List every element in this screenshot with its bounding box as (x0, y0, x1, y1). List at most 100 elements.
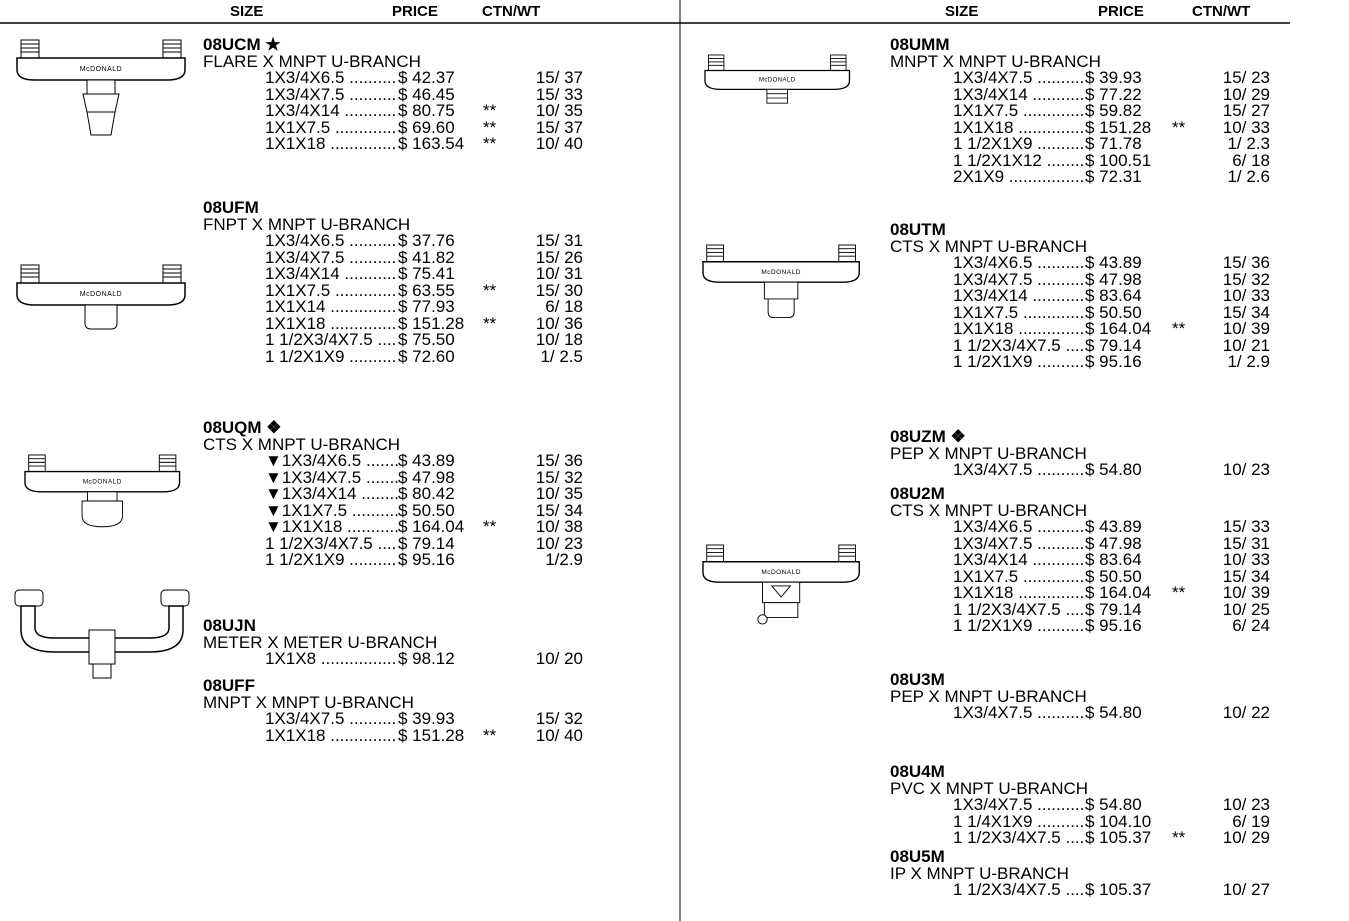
note-spacer (483, 250, 511, 267)
size: 1X3/4X14 (953, 87, 1085, 104)
price: $ 72.60 (398, 346, 455, 366)
product-code: 08U3M (890, 670, 945, 689)
note: ** (483, 134, 497, 153)
carton-weight: 10/ 23 (535, 533, 583, 553)
product-description: CTS X MNPT U-BRANCH (890, 236, 1088, 256)
price: $ 151.28 (1085, 117, 1152, 137)
product-description: PEP X MNPT U-BRANCH (890, 443, 1087, 463)
carton-weight: 10/ 36 (535, 313, 583, 333)
product-description: CTS X MNPT U-BRANCH (203, 434, 401, 454)
carton-weight: 10/ 39 (1222, 583, 1270, 602)
price-row: ▼1X1X7.5$ 50.50 15/ 34 (203, 500, 583, 520)
price-row: 1X1X18$ 151.28 ** 10/ 40 (203, 725, 583, 745)
price-row: 1X3/4X6.5$ 42.37 15/ 37 (203, 68, 583, 87)
carton-weight: 1/2.9 (545, 550, 583, 569)
price-row: 1X1X18$ 163.54 ** 10/ 40 (203, 134, 583, 153)
price: $ 47.98 (398, 467, 455, 487)
carton-weight: 6/ 18 (545, 297, 583, 316)
size: 1X3/4X7.5 (265, 250, 398, 267)
size: 1X3/4X6.5 (265, 70, 398, 87)
carton-weight: 10/ 35 (535, 484, 583, 503)
size: 1 1/2X3/4X7.5 (953, 602, 1085, 619)
size: 1 1/4X1X9 (953, 814, 1085, 831)
carton-weight: 10/ 40 (535, 134, 583, 153)
product-image: McDONALD (16, 39, 186, 136)
size: 1X3/4X14 (953, 288, 1085, 305)
carton-weight: 10/ 40 (535, 725, 583, 745)
price-row: 1 1/2X3/4X7.5$ 79.14 10/ 23 (203, 533, 583, 553)
brand-label: McDONALD (80, 291, 123, 298)
price-row: 1 1/2X1X9$ 95.16 6/ 24 (890, 616, 1270, 635)
note: ** (483, 725, 497, 745)
price: $ 95.16 (1085, 616, 1142, 635)
size: 1 1/2X1X12 (953, 153, 1085, 170)
size: 1X3/4X7.5 (953, 70, 1085, 87)
price: $ 79.14 (1085, 599, 1142, 619)
size: 1 1/2X1X9 (953, 354, 1085, 371)
note-spacer (1172, 602, 1200, 619)
price: $ 43.89 (1085, 517, 1142, 536)
product-description: PVC X MNPT U-BRANCH (890, 778, 1089, 798)
price-row: ▼1X1X18$ 164.04 ** 10/ 38 (203, 517, 583, 536)
price: $ 46.45 (398, 84, 455, 104)
price-row: 1 1/2X3/4X7.5$ 79.14 10/ 21 (890, 337, 1270, 355)
price: $ 50.50 (1085, 566, 1142, 586)
price-row: 1X3/4X14$ 83.64 10/ 33 (890, 286, 1270, 305)
column-header: SIZE (230, 3, 264, 20)
product-image: McDONALD (704, 54, 851, 104)
product-code: 08UFM (203, 198, 259, 217)
carton-weight: 10/ 33 (1222, 286, 1270, 305)
size: 1 1/2X1X9 (953, 136, 1085, 153)
carton-weight: 15/ 34 (535, 500, 583, 520)
note-spacer (1172, 272, 1200, 289)
size: 1X1X7.5 (953, 305, 1085, 322)
note-spacer (1172, 87, 1200, 104)
product-code: 08UQM ❖ (203, 418, 282, 437)
carton-weight: 15/ 30 (535, 280, 583, 300)
price: $ 95.16 (1085, 352, 1142, 371)
size: 1X3/4X7.5 (953, 536, 1085, 553)
carton-weight: 10/ 18 (535, 330, 583, 349)
carton-weight: 1/ 2.6 (1227, 167, 1270, 186)
carton-weight: 15/ 36 (1222, 253, 1270, 272)
carton-weight: 15/ 31 (1222, 533, 1270, 553)
price: $ 100.51 (1085, 150, 1152, 170)
price: $ 164.04 (1085, 319, 1152, 338)
size: 1X1X7.5 (953, 569, 1085, 586)
price-row: 1 1/2X3/4X7.5$ 105.37 ** 10/ 29 (890, 829, 1270, 847)
product-image: McDONALD (16, 264, 186, 330)
price-row: 1 1/2X3/4X7.5$ 79.14 10/ 25 (890, 599, 1270, 619)
price: $ 71.78 (1085, 134, 1142, 153)
note-spacer (483, 651, 511, 668)
note-spacer (1172, 519, 1200, 536)
size: ▼1X1X7.5 (265, 503, 398, 520)
carton-weight: 15/ 27 (1222, 101, 1270, 120)
price-row: 1X3/4X6.5$ 37.76 15/ 31 (203, 232, 583, 250)
carton-weight: 15/ 37 (535, 117, 583, 137)
note-spacer (1172, 797, 1200, 814)
price-row: 1 1/2X1X9$ 95.16 1/ 2.9 (890, 352, 1270, 371)
carton-weight: 1/ 2.9 (1227, 352, 1270, 371)
carton-weight: 15/ 33 (1222, 517, 1270, 536)
product-code: 08U4M (890, 762, 945, 781)
price: $ 54.80 (1085, 703, 1142, 722)
price: $ 43.89 (398, 451, 455, 470)
carton-weight: 10/ 29 (1222, 84, 1270, 104)
note: ** (483, 517, 497, 536)
price-row: 1X3/4X7.5$ 54.80 10/ 23 (890, 461, 1270, 479)
carton-weight: 15/ 37 (535, 68, 583, 87)
size: 1X1X18 (953, 585, 1085, 602)
note-spacer (1172, 354, 1200, 371)
product-image: McDONALD (702, 244, 860, 319)
carton-weight: 15/ 23 (1222, 68, 1270, 87)
price-row: 1 1/4X1X9$ 104.10 6/ 19 (890, 813, 1270, 831)
column-header: CTN/WT (1192, 3, 1251, 20)
note-spacer (1172, 618, 1200, 635)
note-spacer (483, 486, 511, 503)
price-row: ▼1X3/4X14$ 80.42 10/ 35 (203, 484, 583, 503)
price-row: 1X3/4X6.5$ 43.89 15/ 33 (890, 517, 1270, 536)
price-row: 1X3/4X7.5$ 54.80 10/ 23 (890, 796, 1270, 814)
